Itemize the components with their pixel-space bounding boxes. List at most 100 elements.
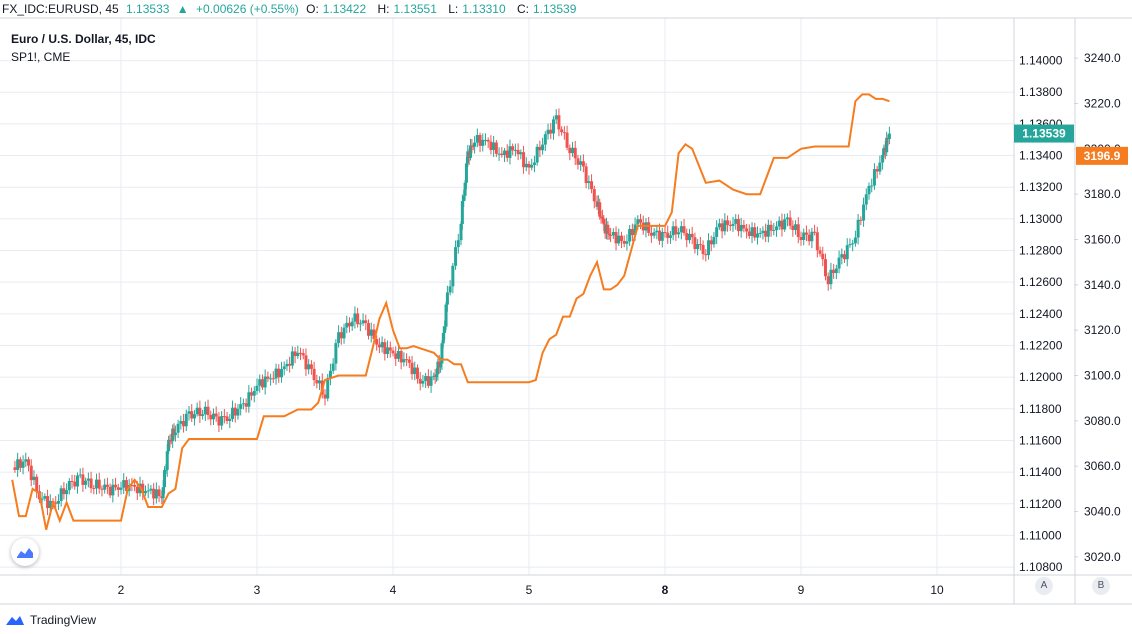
candle-body: [279, 369, 283, 378]
candle-body: [511, 146, 515, 151]
candle-body: [813, 231, 817, 233]
price-axis-label: 1.13400: [1019, 149, 1063, 163]
candle-body: [492, 142, 496, 151]
candle-body: [549, 129, 553, 134]
candle-body: [73, 481, 77, 487]
candle-body: [462, 195, 466, 202]
candle-body: [184, 413, 188, 427]
candle-body: [391, 350, 395, 354]
candle-body: [176, 423, 180, 433]
candle-body: [731, 223, 735, 226]
candle-body: [86, 478, 90, 481]
candle-body: [568, 147, 572, 154]
price-axis-label: 1.12400: [1019, 307, 1063, 321]
chart-style-button[interactable]: [11, 538, 39, 566]
candle-body: [832, 269, 836, 274]
candle-body: [164, 469, 168, 471]
candle-body: [146, 490, 150, 492]
candle-body: [358, 323, 362, 325]
last-compare-badge-label: 3196.9: [1084, 149, 1121, 163]
compare-axis-label: 3100.0: [1084, 369, 1121, 383]
candle-body: [649, 232, 653, 236]
candle-body: [481, 139, 485, 146]
candle-body: [135, 486, 139, 494]
candle-body: [463, 182, 467, 196]
candle-body: [143, 491, 147, 494]
last-price-badge: [1014, 124, 1074, 143]
candle-body: [478, 135, 482, 146]
candle-body: [625, 241, 629, 244]
price-axis-label: 1.11800: [1019, 402, 1062, 416]
tradingview-logo[interactable]: TradingView: [4, 613, 96, 627]
x-axis-label: 5: [526, 583, 533, 597]
candle-body: [712, 236, 716, 245]
candle-body: [304, 355, 308, 370]
right-scale-button[interactable]: B: [1092, 577, 1110, 595]
candle-body: [328, 370, 332, 379]
candle-body: [755, 233, 759, 238]
candle-body: [543, 134, 547, 145]
candle-body: [614, 232, 618, 244]
candle-body: [513, 149, 517, 151]
candle-body: [78, 474, 82, 476]
candle-body: [157, 489, 161, 497]
candle-body: [364, 320, 368, 324]
candle-body: [785, 217, 789, 220]
candle-body: [840, 254, 844, 258]
compare-series-legend[interactable]: SP1!, CME: [11, 50, 71, 64]
candle-body: [565, 132, 569, 148]
candle-body: [165, 451, 169, 470]
candle-body: [497, 153, 501, 155]
candle-body: [701, 244, 705, 255]
candle-body: [587, 181, 591, 184]
chart-wave-icon: [17, 548, 33, 558]
tradingview-logo-text: TradingView: [30, 613, 97, 627]
auto-scale-button[interactable]: A: [1035, 577, 1053, 595]
candle-body: [878, 162, 882, 172]
candle-body: [758, 232, 762, 234]
main-series-legend[interactable]: Euro / U.S. Dollar, 45, IDC: [11, 32, 156, 46]
candle-body: [887, 133, 891, 140]
symbol-name[interactable]: FX_IDC:EURUSD, 45: [2, 2, 119, 16]
candle-body: [399, 351, 403, 363]
candle-body: [598, 202, 602, 217]
candle-body: [690, 233, 694, 238]
candle-body: [201, 414, 205, 416]
price-axis-label: 1.13000: [1019, 212, 1063, 226]
candle-body: [70, 480, 74, 482]
candle-body: [538, 146, 542, 151]
symbol-header: FX_IDC:EURUSD, 45 1.13533 ▲ +0.00626 (+0…: [2, 2, 584, 16]
candle-body: [606, 224, 610, 234]
candle-body: [241, 403, 245, 405]
candle-body: [460, 201, 464, 225]
compare-axis-label: 3180.0: [1084, 187, 1121, 201]
candle-body: [375, 339, 379, 345]
candle-body: [451, 265, 455, 287]
candle-body: [823, 259, 827, 277]
candle-body: [448, 286, 452, 293]
candle-body: [818, 250, 822, 254]
candle-body: [788, 217, 792, 226]
candle-body: [231, 407, 235, 419]
candle-body: [489, 141, 493, 151]
candle-body: [532, 162, 536, 165]
candle-body: [562, 132, 566, 134]
candle-body: [783, 219, 787, 230]
candle-body: [473, 142, 477, 147]
compare-axis-label: 3240.0: [1084, 51, 1121, 65]
candle-body: [40, 498, 44, 500]
candle-body: [309, 364, 313, 369]
candle-body: [815, 232, 819, 251]
candle-body: [717, 223, 721, 228]
close-value: 1.13539: [533, 2, 577, 16]
last-price: 1.13533: [126, 2, 170, 16]
candle-body: [464, 163, 468, 183]
up-arrow-icon: ▲: [176, 2, 189, 16]
candle-body: [228, 418, 232, 421]
candle-body: [179, 421, 183, 424]
candle-body: [745, 228, 749, 232]
candle-body: [84, 480, 88, 485]
candle-body: [211, 413, 215, 420]
candle-body: [862, 204, 866, 221]
